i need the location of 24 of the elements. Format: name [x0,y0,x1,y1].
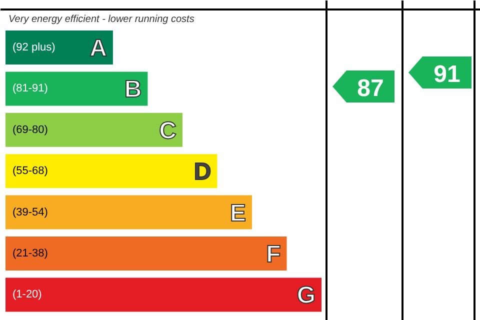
bar [6,72,148,106]
bar [6,112,182,147]
y-tick-label: B [124,76,142,104]
text: 91 [434,61,460,88]
bar [6,195,252,230]
y-tick-label: C [159,117,176,144]
y-tick-label: E [230,200,246,227]
annotation: (21-38) [12,248,48,260]
y-tick-label: F [266,241,281,268]
bar [6,278,322,312]
bar [6,236,287,270]
annotation: (1-20) [12,288,42,301]
y-tick-label: G [296,282,316,310]
text: 87 [357,75,384,102]
annotation: (55-68) [12,165,48,178]
text: Very energy efficient - lower running costs [8,14,194,25]
annotation: (81-91) [12,82,48,95]
annotation: (69-80) [12,124,48,136]
annotation: (92 plus) [12,42,56,54]
y-tick-label: A [90,35,107,62]
y-tick-label: D [194,158,212,186]
bar [6,154,218,188]
bar [6,30,113,64]
annotation: (39-54) [12,206,48,218]
